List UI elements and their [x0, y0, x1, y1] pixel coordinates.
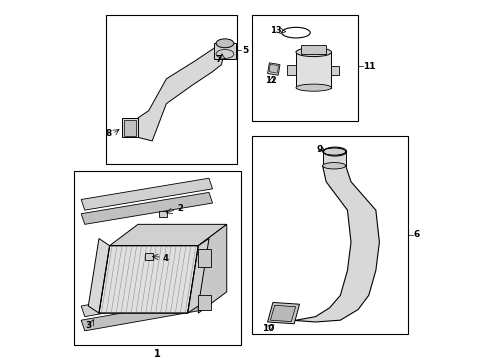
Polygon shape: [269, 64, 278, 73]
Polygon shape: [138, 43, 228, 141]
Text: 8: 8: [105, 129, 111, 138]
Text: 9: 9: [316, 145, 322, 154]
Text: 7: 7: [215, 55, 221, 64]
Text: 2: 2: [177, 204, 183, 213]
Text: 11: 11: [363, 62, 375, 71]
Bar: [322, 152, 345, 166]
Polygon shape: [267, 63, 280, 75]
Bar: [251, 136, 407, 334]
Polygon shape: [109, 224, 226, 246]
Text: 6: 6: [412, 230, 419, 239]
Bar: [159, 211, 167, 217]
Polygon shape: [270, 305, 295, 321]
Polygon shape: [198, 224, 226, 313]
Polygon shape: [81, 192, 212, 224]
Ellipse shape: [322, 148, 345, 155]
Ellipse shape: [295, 48, 331, 57]
Bar: [123, 120, 136, 136]
Bar: [74, 171, 241, 345]
Text: 1: 1: [154, 349, 161, 359]
Ellipse shape: [295, 84, 331, 91]
Bar: [198, 295, 210, 310]
Polygon shape: [99, 246, 198, 313]
Bar: [198, 249, 210, 267]
Bar: [145, 253, 153, 260]
Text: 5: 5: [242, 46, 248, 55]
Polygon shape: [187, 239, 208, 313]
Text: 4: 4: [163, 253, 168, 262]
Text: 13: 13: [269, 26, 281, 35]
Text: 3: 3: [85, 321, 91, 330]
Polygon shape: [276, 166, 379, 322]
Bar: [286, 64, 295, 75]
Polygon shape: [81, 285, 205, 317]
Bar: [122, 118, 138, 138]
Bar: [251, 15, 357, 121]
Ellipse shape: [322, 163, 345, 169]
Bar: [106, 15, 237, 164]
Polygon shape: [81, 299, 205, 331]
Bar: [331, 66, 339, 75]
Text: 10: 10: [262, 324, 274, 333]
Bar: [295, 52, 331, 88]
Text: 12: 12: [264, 76, 276, 85]
Polygon shape: [81, 178, 212, 210]
Ellipse shape: [216, 39, 233, 48]
Polygon shape: [88, 239, 109, 313]
Polygon shape: [267, 302, 299, 324]
Bar: [301, 45, 325, 54]
Bar: [214, 43, 235, 59]
